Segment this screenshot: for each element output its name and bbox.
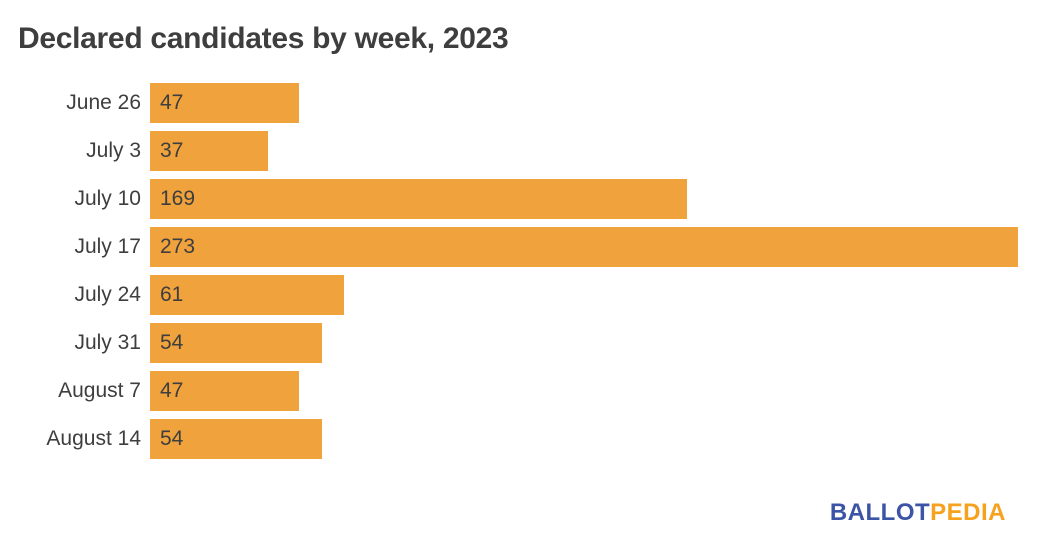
bar: 54 [150,419,322,459]
chart-row: August 7 47 [0,371,1040,411]
value-label: 54 [160,427,184,450]
value-label: 273 [160,235,196,258]
category-label: June 26 [66,91,141,114]
chart-title: Declared candidates by week, 2023 [18,22,509,55]
category-label: July 31 [74,331,141,354]
chart-row: June 26 47 [0,83,1040,123]
chart-row: July 31 54 [0,323,1040,363]
value-label: 169 [160,187,196,210]
chart-row: July 3 37 [0,131,1040,171]
chart-row: July 17 273 [0,227,1040,267]
chart-row: July 10 169 [0,179,1040,219]
bar: 47 [150,371,299,411]
category-label: July 24 [74,283,141,306]
value-label: 47 [160,379,184,402]
value-label: 54 [160,331,184,354]
bar: 37 [150,131,268,171]
value-label: 61 [160,283,184,306]
bar: 61 [150,275,344,315]
category-label: August 14 [46,427,141,450]
bar: 273 [150,227,1018,267]
logo-text-ballot: BALLOT [829,499,931,526]
chart-row: August 14 54 [0,419,1040,459]
category-label: July 10 [74,187,141,210]
bar-chart: June 26 47 July 3 37 July 10 169 July 17 273 Jul… [0,83,1040,467]
category-label: July 17 [74,235,141,258]
value-label: 47 [160,91,184,114]
category-label: July 3 [86,139,141,162]
value-label: 37 [160,139,184,162]
bar: 47 [150,83,299,123]
ballotpedia-logo: BALLOTPEDIA [830,499,1006,527]
logo-text-pedia: PEDIA [930,499,1006,526]
bar: 54 [150,323,322,363]
chart-row: July 24 61 [0,275,1040,315]
bar: 169 [150,179,687,219]
category-label: August 7 [58,379,141,402]
